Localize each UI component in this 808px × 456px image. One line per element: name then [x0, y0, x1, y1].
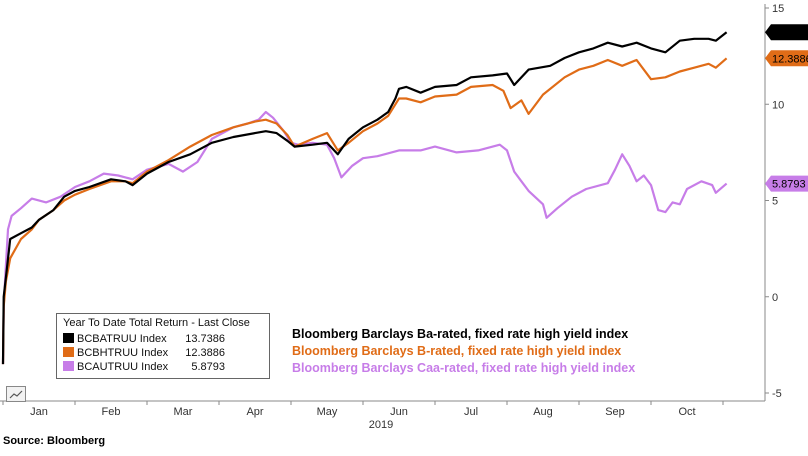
legend-title: Year To Date Total Return - Last Close — [63, 317, 250, 329]
x-tick-label: May — [317, 406, 338, 418]
legend-entry-ba: BCBATRUU Index 13.7386 — [63, 333, 225, 347]
source-note: Source: Bloomberg — [3, 435, 106, 447]
series-layer — [1, 31, 728, 365]
annotation-ba: Bloomberg Barclays Ba-rated, fixed rate … — [292, 327, 628, 341]
badge-shape — [765, 24, 808, 41]
last-value-badge-b: 12.3886 — [765, 50, 808, 67]
legend-entry-name: BCAUTRUU Index — [77, 361, 169, 373]
x-tick-label: Mar — [174, 406, 193, 418]
badge-value: 12.3886 — [772, 53, 808, 65]
y-ticks: 15 10 5 0 -5 — [765, 3, 784, 400]
badge-shape — [765, 50, 808, 67]
series-line-caa — [1, 110, 728, 365]
legend-entry-caa: BCAUTRUU Index 5.8793 — [63, 361, 225, 375]
annotation-caa: Bloomberg Barclays Caa-rated, fixed rate… — [292, 361, 635, 375]
legend-entry-value: 12.3886 — [185, 347, 225, 359]
legend-entry-value: 13.7386 — [185, 333, 225, 345]
legend-entry-name: BCBHTRUU Index — [77, 347, 169, 359]
series-line-ba — [1, 31, 728, 365]
y-tick-label: 0 — [772, 292, 778, 304]
y-tick-label: 10 — [772, 99, 784, 111]
x-tick-label: Apr — [246, 406, 263, 418]
legend-entry-name: BCBATRUU Index — [77, 333, 167, 345]
last-value-badges: 13.7386 12.3886 5.8793 — [765, 24, 808, 192]
last-value-badge-caa: 5.8793 — [765, 175, 808, 192]
y-tick-label: -5 — [772, 388, 782, 400]
last-value-badge-ba: 13.7386 — [765, 24, 808, 41]
y-tick-label: 15 — [772, 3, 784, 15]
x-tick-label: Feb — [102, 406, 121, 418]
x-ticks: Jan Feb Mar Apr May Jun Jul Aug Sep Oct — [2, 401, 724, 418]
annotation-b: Bloomberg Barclays B-rated, fixed rate h… — [292, 344, 621, 358]
legend-entry-b: BCBHTRUU Index 12.3886 — [63, 347, 225, 361]
legend: Year To Date Total Return - Last Close B… — [56, 313, 270, 379]
x-tick-label: Oct — [678, 406, 695, 418]
badge-value: 13.7386 — [772, 27, 808, 39]
x-tick-label: Aug — [533, 406, 553, 418]
legend-swatch-b — [63, 347, 74, 357]
legend-swatch-ba — [63, 333, 74, 343]
y-tick-label: 5 — [772, 196, 778, 208]
x-tick-label: Jan — [30, 406, 48, 418]
legend-swatch-caa — [63, 361, 74, 371]
series-line-b — [1, 57, 728, 365]
chart-tool-glyph — [9, 390, 23, 399]
x-tick-label: Sep — [605, 406, 625, 418]
chart-tool-icon[interactable] — [6, 386, 26, 402]
x-tick-label: Jul — [464, 406, 478, 418]
legend-entry-value: 5.8793 — [191, 361, 225, 373]
badge-shape — [765, 175, 808, 192]
x-axis-year-label: 2019 — [369, 419, 393, 431]
x-tick-label: Jun — [390, 406, 408, 418]
badge-value: 5.8793 — [772, 179, 806, 191]
